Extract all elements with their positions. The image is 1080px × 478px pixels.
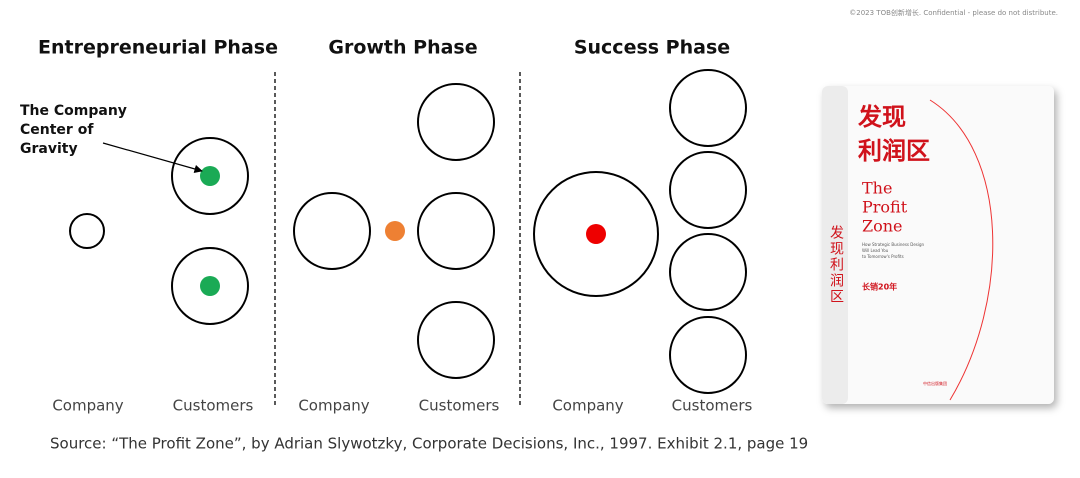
publisher: 中信出版集团 xyxy=(923,380,947,386)
book-badge: 长销20年 xyxy=(862,282,897,292)
center-dot xyxy=(200,276,220,296)
customer-circle xyxy=(669,233,747,311)
arrow xyxy=(102,142,203,173)
spine xyxy=(822,86,848,404)
customer-circle xyxy=(417,301,495,379)
source: Source: “The Profit Zone”, by Adrian Sly… xyxy=(50,435,808,453)
customer-circle xyxy=(669,316,747,394)
customer-circle xyxy=(417,83,495,161)
book-title: 发现 xyxy=(857,103,906,131)
company-circle xyxy=(533,171,659,297)
customer-circle xyxy=(669,151,747,229)
customer-circle xyxy=(669,69,747,147)
label: Company xyxy=(298,397,369,415)
label: Customers xyxy=(672,397,753,415)
customer-circle xyxy=(417,192,495,270)
label: Company xyxy=(52,397,123,415)
center-dot xyxy=(586,224,606,244)
copyright: ©2023 TOB创新增长. Confidential - please do … xyxy=(849,8,1058,17)
book-en: Profit xyxy=(862,198,908,217)
customer-circle xyxy=(171,137,249,215)
annotation: The Company xyxy=(20,103,127,119)
label: Customers xyxy=(419,397,500,415)
cover xyxy=(822,86,1054,404)
phase-title: Growth Phase xyxy=(328,37,477,59)
book-subtitle: How Strategic Business Design xyxy=(862,242,925,247)
book-en: The xyxy=(862,179,892,198)
label: Company xyxy=(552,397,623,415)
phase-title: Entrepreneurial Phase xyxy=(38,37,278,59)
annotation: Gravity xyxy=(20,141,78,157)
book-cover: 发现 利润区 发现利润区 The Profit Zone How Strateg… xyxy=(822,86,1054,404)
company-circle xyxy=(69,213,105,249)
phase-title: Success Phase xyxy=(574,37,730,59)
book-subtitle: Will Lead You xyxy=(862,248,889,253)
book-en: Zone xyxy=(862,217,903,236)
label: Customers xyxy=(173,397,254,415)
book-title: 利润区 xyxy=(858,137,930,165)
decor xyxy=(929,99,994,401)
spine-title: 发现利润区 xyxy=(828,225,844,305)
company-circle xyxy=(293,192,371,270)
annotation: Center of xyxy=(20,122,94,138)
center-dot xyxy=(200,166,220,186)
customer-circle xyxy=(171,247,249,325)
center-dot xyxy=(385,221,405,241)
book-subtitle: to Tomorrow's Profits xyxy=(862,254,904,259)
